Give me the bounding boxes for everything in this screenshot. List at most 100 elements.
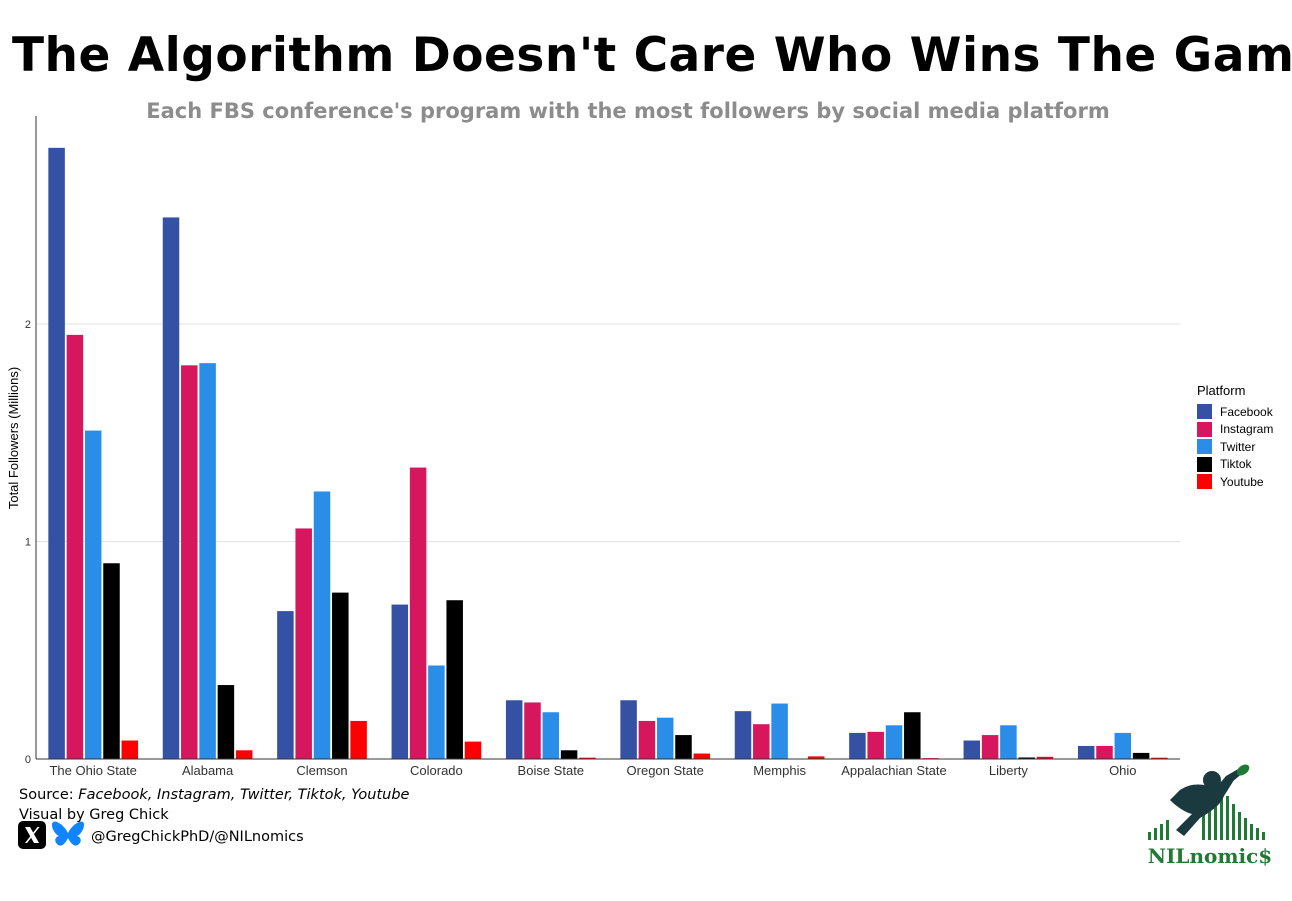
legend-label: Youtube — [1220, 474, 1264, 489]
social-handles: @GregChickPhD/@NILnomics — [18, 820, 304, 854]
bar-facebook — [48, 147, 65, 759]
chart-title: The Algorithm Doesn't Care Who Wins The … — [12, 28, 1292, 83]
bar-group — [391, 467, 482, 759]
bar-group — [620, 700, 711, 759]
bar-facebook — [849, 732, 866, 759]
bar-facebook — [1077, 745, 1095, 759]
bar-group — [505, 700, 596, 759]
bar-instagram — [66, 334, 84, 759]
bar-twitter — [656, 717, 674, 759]
bar-youtube — [350, 720, 367, 759]
y-tick-label: 0 — [25, 754, 31, 766]
bar-twitter — [885, 725, 903, 759]
legend-item-instagram: Instagram — [1197, 421, 1273, 439]
x-tick-label: Colorado — [410, 763, 463, 778]
bar-tiktok — [103, 563, 120, 759]
legend-swatch — [1197, 456, 1212, 472]
bar-twitter — [84, 430, 102, 759]
bar-twitter — [313, 491, 331, 759]
bar-facebook — [734, 711, 752, 759]
x-icon[interactable] — [18, 821, 46, 853]
bar-youtube — [579, 757, 596, 759]
y-tick-label: 2 — [25, 319, 31, 331]
bar-youtube — [464, 741, 482, 759]
source-label: Source: — [19, 787, 79, 803]
chart-subtitle: Each FBS conference's program with the m… — [146, 99, 1110, 123]
caption: Source: Facebook, Instagram, Twitter, Ti… — [19, 785, 409, 825]
legend-label: Tiktok — [1220, 457, 1252, 472]
legend-swatch — [1197, 421, 1212, 437]
x-tick-label: Memphis — [753, 763, 806, 778]
bar-twitter — [1000, 725, 1017, 759]
legend-swatch — [1197, 404, 1212, 420]
bar-group — [734, 703, 825, 759]
bar-youtube — [807, 756, 825, 759]
bar-instagram — [409, 467, 427, 759]
gridlines — [36, 323, 1180, 542]
bar-instagram — [753, 724, 770, 759]
bar-instagram — [295, 528, 312, 759]
bar-twitter — [771, 703, 788, 759]
football-icon — [1236, 764, 1250, 776]
source-line: Source: Facebook, Instagram, Twitter, Ti… — [19, 785, 409, 805]
bar-group — [48, 147, 139, 759]
bar-instagram — [524, 702, 541, 759]
bar-instagram — [981, 735, 999, 759]
bar-facebook — [277, 611, 294, 759]
bar-instagram — [181, 365, 198, 759]
bar-group — [162, 217, 253, 760]
y-axis-label: Total Followers (Millions) — [6, 367, 21, 509]
bar-tiktok — [332, 592, 349, 759]
bar-group — [849, 712, 939, 759]
bar-facebook — [505, 700, 523, 759]
bar-tiktok — [217, 685, 235, 759]
bar-facebook — [162, 217, 180, 760]
visual-by: Visual by Greg Chick — [19, 807, 169, 823]
x-tick-label: Ohio — [1109, 763, 1136, 778]
nilnomics-logo: NILnomic$ — [1140, 760, 1280, 870]
bar-youtube — [1151, 757, 1168, 759]
x-tick-label: Liberty — [989, 763, 1029, 778]
x-tick-label: Clemson — [296, 763, 347, 778]
legend-item-youtube: Youtube — [1197, 473, 1273, 491]
legend-item-twitter: Twitter — [1197, 438, 1273, 456]
football-player-icon — [1170, 768, 1244, 836]
bar-tiktok — [1132, 752, 1150, 759]
bar-youtube — [693, 753, 711, 759]
bar-tiktok — [560, 750, 578, 759]
legend-item-tiktok: Tiktok — [1197, 456, 1273, 474]
x-tick-label: Boise State — [518, 763, 585, 778]
legend: Platform Facebook Instagram Twitter Tiktok Y… — [1197, 383, 1273, 491]
bar-youtube — [121, 740, 139, 759]
bar-tiktok — [446, 600, 463, 759]
social-handle: @GregChickPhD/@NILnomics — [91, 829, 304, 845]
bar-instagram — [867, 731, 884, 759]
source-list: Facebook, Instagram, Twitter, Tiktok, Yo… — [78, 787, 410, 803]
bar-facebook — [963, 740, 981, 759]
y-tick-label: 1 — [25, 537, 31, 549]
legend-title: Platform — [1197, 383, 1246, 398]
x-tick-label: The Ohio State — [49, 763, 136, 778]
legend-swatch — [1197, 474, 1212, 490]
legend-item-facebook: Facebook — [1197, 403, 1273, 421]
x-tick-label: Appalachian State — [841, 763, 947, 778]
bar-twitter — [1114, 732, 1132, 759]
bar-facebook — [391, 604, 409, 759]
bar-tiktok — [904, 712, 921, 759]
bar-youtube — [1036, 756, 1054, 759]
x-tick-label: Alabama — [182, 763, 234, 778]
bar-twitter — [428, 665, 445, 759]
bar-group — [1077, 732, 1168, 759]
x-tick-label: Oregon State — [627, 763, 704, 778]
bar-chart: 0 1 2 The Ohio State Alabama Clemson Colorado B… — [6, 116, 1180, 778]
bar-tiktok — [675, 735, 692, 759]
legend-label: Facebook — [1220, 404, 1273, 419]
bar-twitter — [542, 712, 560, 759]
bar-tiktok — [1018, 757, 1035, 759]
logo-brand: NILnomic$ — [1148, 844, 1272, 868]
bar-group — [277, 491, 367, 759]
bluesky-icon[interactable] — [51, 820, 85, 854]
bar-instagram — [1096, 745, 1113, 759]
legend-label: Twitter — [1220, 439, 1256, 454]
bar-youtube — [235, 750, 253, 759]
